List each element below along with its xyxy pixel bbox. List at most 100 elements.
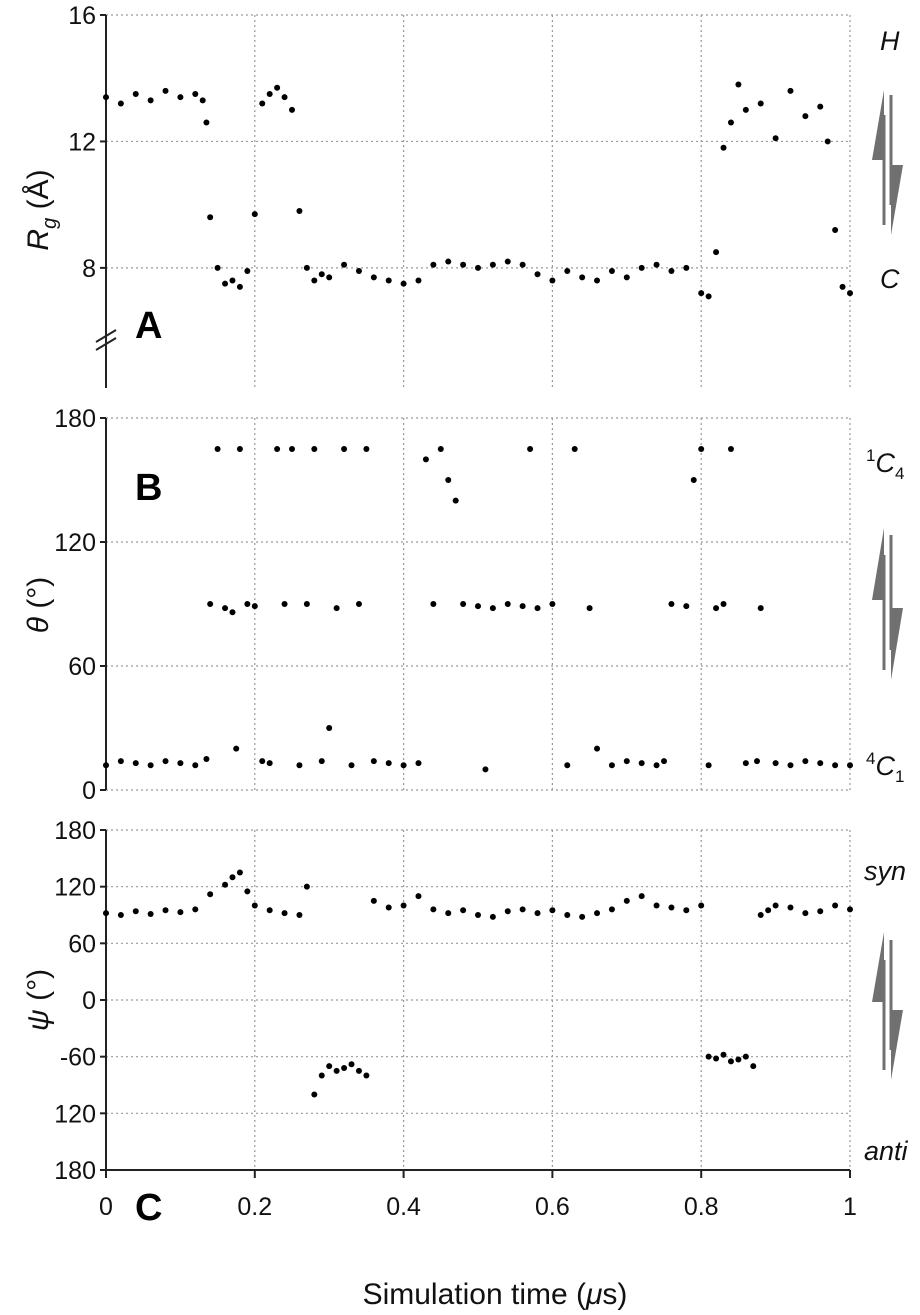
- data-point: [222, 280, 229, 287]
- data-point: [385, 760, 392, 767]
- data-point: [720, 601, 727, 607]
- data-point: [519, 906, 526, 913]
- data-point: [638, 893, 645, 900]
- data-point: [311, 277, 318, 284]
- data-point: [132, 91, 139, 98]
- data-point: [727, 1058, 734, 1065]
- data-point: [207, 601, 214, 607]
- data-point: [683, 907, 690, 914]
- panel-letter-c: C: [135, 1187, 162, 1229]
- data-point: [192, 762, 199, 769]
- data-point: [802, 758, 809, 765]
- data-point: [504, 601, 511, 607]
- data-point: [623, 274, 630, 281]
- data-point: [229, 609, 236, 616]
- data-point: [289, 106, 295, 113]
- data-point: [422, 456, 429, 463]
- data-point: [348, 1061, 355, 1068]
- data-point: [832, 902, 839, 909]
- y-tick-label: 0: [82, 987, 96, 1015]
- data-point: [132, 760, 139, 767]
- data-point: [333, 605, 340, 612]
- equilibrium-arrow-b: [872, 528, 903, 680]
- state-label-c: C: [880, 264, 900, 294]
- data-point: [608, 268, 615, 275]
- data-point: [638, 760, 645, 767]
- data-point: [177, 909, 184, 916]
- data-point: [303, 601, 310, 607]
- data-point: [549, 277, 556, 284]
- data-point: [727, 119, 734, 126]
- data-point: [482, 766, 489, 773]
- data-point: [207, 891, 214, 898]
- data-point: [720, 144, 727, 151]
- data-point: [117, 100, 124, 107]
- data-point: [765, 907, 772, 914]
- data-point: [690, 477, 697, 483]
- data-point: [251, 603, 258, 610]
- data-point: [653, 762, 660, 769]
- data-point: [355, 601, 362, 607]
- state-label-anti: anti: [864, 1136, 909, 1166]
- data-point: [303, 264, 310, 271]
- data-point: [668, 268, 675, 275]
- data-point: [236, 446, 243, 452]
- data-point: [147, 762, 154, 769]
- data-point: [705, 762, 712, 769]
- equilibrium-arrow-a: [872, 90, 903, 235]
- data-point: [274, 446, 281, 452]
- y-tick-label: 12: [68, 128, 96, 156]
- data-point: [742, 1053, 749, 1060]
- rg-subscript: g: [39, 218, 61, 229]
- data-point: [296, 912, 303, 918]
- data-point: [705, 293, 712, 300]
- data-point: [713, 605, 720, 612]
- data-point: [430, 261, 437, 268]
- data-point: [326, 725, 333, 731]
- data-point: [817, 908, 824, 915]
- data-point: [847, 290, 853, 297]
- data-point: [318, 271, 325, 278]
- data-point: [415, 893, 422, 900]
- data-point: [311, 446, 318, 452]
- data-point: [623, 758, 630, 765]
- data-point: [713, 249, 720, 256]
- data-point: [460, 601, 467, 607]
- data-point: [281, 601, 288, 607]
- y-tick-label: 0: [82, 777, 96, 805]
- data-point: [430, 906, 437, 913]
- data-point: [400, 902, 407, 909]
- data-point: [341, 261, 348, 268]
- data-point: [370, 274, 377, 281]
- data-point: [735, 81, 742, 88]
- data-point: [311, 1091, 318, 1098]
- data-point: [839, 283, 846, 290]
- data-point: [296, 762, 303, 769]
- data-point: [162, 758, 169, 765]
- data-point: [475, 264, 481, 271]
- data-point: [281, 910, 288, 917]
- data-point: [355, 268, 362, 275]
- x-tick-label: 0.8: [684, 1193, 719, 1221]
- data-point: [251, 902, 258, 909]
- data-point: [363, 1072, 370, 1079]
- data-point: [203, 756, 210, 762]
- y-tick-label: 8: [82, 255, 96, 283]
- data-point: [802, 910, 809, 917]
- data-point: [549, 907, 556, 914]
- data-point: [326, 1063, 333, 1070]
- data-point: [266, 760, 273, 767]
- data-point: [214, 446, 221, 452]
- data-point: [564, 268, 571, 275]
- y-tick-label: 60: [68, 653, 96, 681]
- y-tick-label: 120: [54, 529, 96, 557]
- data-point: [177, 760, 184, 767]
- rg-unit: (Å): [22, 169, 55, 217]
- data-point: [415, 277, 422, 284]
- data-point: [742, 760, 749, 767]
- data-point: [735, 1056, 742, 1063]
- data-point: [638, 264, 645, 271]
- data-point: [787, 87, 794, 94]
- data-point: [757, 605, 764, 612]
- axis-break-mark: [95, 337, 117, 351]
